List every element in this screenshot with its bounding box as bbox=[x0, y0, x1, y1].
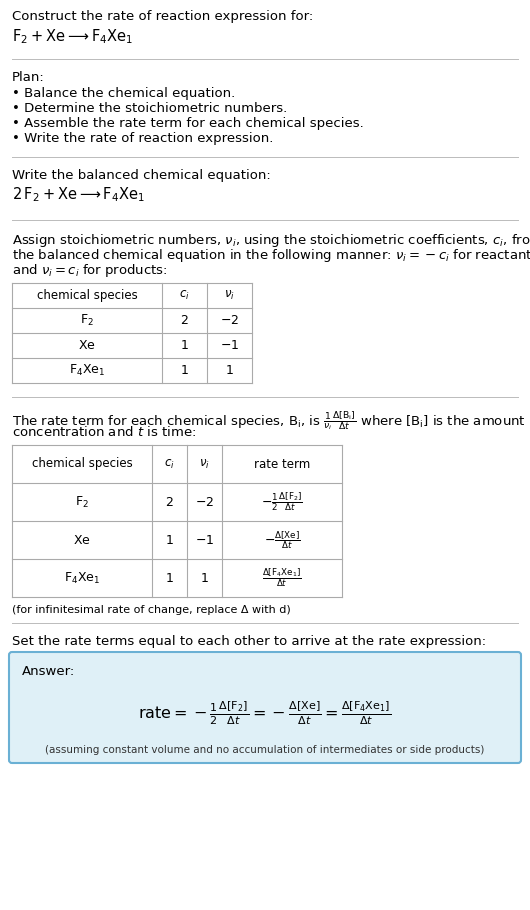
Text: 1: 1 bbox=[165, 533, 173, 547]
Text: $\mathrm{Xe}$: $\mathrm{Xe}$ bbox=[73, 533, 91, 547]
Text: $\nu_i$: $\nu_i$ bbox=[224, 289, 235, 302]
Text: $\mathrm{F_2}$: $\mathrm{F_2}$ bbox=[80, 313, 94, 328]
Text: 2: 2 bbox=[181, 314, 189, 327]
Text: The rate term for each chemical species, $\mathrm{B_i}$, is $\frac{1}{\nu_i}\fra: The rate term for each chemical species,… bbox=[12, 409, 526, 432]
Text: • Determine the stoichiometric numbers.: • Determine the stoichiometric numbers. bbox=[12, 102, 287, 115]
Text: $\mathrm{F_4Xe_1}$: $\mathrm{F_4Xe_1}$ bbox=[64, 571, 100, 585]
Text: Plan:: Plan: bbox=[12, 71, 45, 84]
Text: $\mathrm{rate} = -\frac{1}{2}\frac{\Delta[\mathrm{F_2}]}{\Delta t} = -\frac{\Del: $\mathrm{rate} = -\frac{1}{2}\frac{\Delt… bbox=[138, 699, 392, 727]
Text: the balanced chemical equation in the following manner: $\nu_i = -c_i$ for react: the balanced chemical equation in the fo… bbox=[12, 247, 530, 264]
Text: (for infinitesimal rate of change, replace Δ with d): (for infinitesimal rate of change, repla… bbox=[12, 605, 291, 615]
Text: • Assemble the rate term for each chemical species.: • Assemble the rate term for each chemic… bbox=[12, 117, 364, 130]
Text: $c_i$: $c_i$ bbox=[164, 458, 175, 470]
Text: $\mathrm{F_2 + Xe \longrightarrow F_4Xe_1}$: $\mathrm{F_2 + Xe \longrightarrow F_4Xe_… bbox=[12, 27, 134, 46]
Text: • Balance the chemical equation.: • Balance the chemical equation. bbox=[12, 87, 235, 100]
Text: $\mathrm{2\,F_2 + Xe \longrightarrow F_4Xe_1}$: $\mathrm{2\,F_2 + Xe \longrightarrow F_4… bbox=[12, 185, 145, 204]
Text: $c_i$: $c_i$ bbox=[179, 289, 190, 302]
Text: $-1$: $-1$ bbox=[220, 339, 239, 352]
Text: (assuming constant volume and no accumulation of intermediates or side products): (assuming constant volume and no accumul… bbox=[45, 745, 485, 755]
Text: Assign stoichiometric numbers, $\nu_i$, using the stoichiometric coefficients, $: Assign stoichiometric numbers, $\nu_i$, … bbox=[12, 232, 530, 249]
Text: Construct the rate of reaction expression for:: Construct the rate of reaction expressio… bbox=[12, 10, 313, 23]
Text: 1: 1 bbox=[200, 571, 208, 584]
Text: 2: 2 bbox=[165, 496, 173, 509]
Text: • Write the rate of reaction expression.: • Write the rate of reaction expression. bbox=[12, 132, 273, 145]
Text: $\mathrm{F_2}$: $\mathrm{F_2}$ bbox=[75, 494, 89, 510]
Text: $-\frac{1}{2}\frac{\Delta[\mathrm{F_2}]}{\Delta t}$: $-\frac{1}{2}\frac{\Delta[\mathrm{F_2}]}… bbox=[261, 490, 303, 513]
Text: 1: 1 bbox=[226, 364, 233, 377]
Text: 1: 1 bbox=[165, 571, 173, 584]
Text: $\mathrm{F_4Xe_1}$: $\mathrm{F_4Xe_1}$ bbox=[69, 363, 105, 378]
Text: 1: 1 bbox=[181, 364, 189, 377]
Text: $\nu_i$: $\nu_i$ bbox=[199, 458, 210, 470]
Text: $\mathrm{Xe}$: $\mathrm{Xe}$ bbox=[78, 339, 96, 352]
Text: $-\frac{\Delta[\mathrm{Xe}]}{\Delta t}$: $-\frac{\Delta[\mathrm{Xe}]}{\Delta t}$ bbox=[263, 529, 301, 551]
Text: $-2$: $-2$ bbox=[220, 314, 239, 327]
Text: chemical species: chemical species bbox=[37, 289, 137, 302]
Text: rate term: rate term bbox=[254, 458, 310, 470]
Text: $\frac{\Delta[\mathrm{F_4Xe_1}]}{\Delta t}$: $\frac{\Delta[\mathrm{F_4Xe_1}]}{\Delta … bbox=[262, 567, 302, 590]
Text: Write the balanced chemical equation:: Write the balanced chemical equation: bbox=[12, 169, 271, 182]
Text: chemical species: chemical species bbox=[32, 458, 132, 470]
Text: Answer:: Answer: bbox=[22, 665, 75, 678]
Text: $-2$: $-2$ bbox=[195, 496, 214, 509]
FancyBboxPatch shape bbox=[9, 652, 521, 763]
Text: 1: 1 bbox=[181, 339, 189, 352]
Text: $-1$: $-1$ bbox=[195, 533, 214, 547]
Text: and $\nu_i = c_i$ for products:: and $\nu_i = c_i$ for products: bbox=[12, 262, 167, 279]
Text: concentration and $t$ is time:: concentration and $t$ is time: bbox=[12, 425, 196, 439]
Text: Set the rate terms equal to each other to arrive at the rate expression:: Set the rate terms equal to each other t… bbox=[12, 635, 486, 648]
